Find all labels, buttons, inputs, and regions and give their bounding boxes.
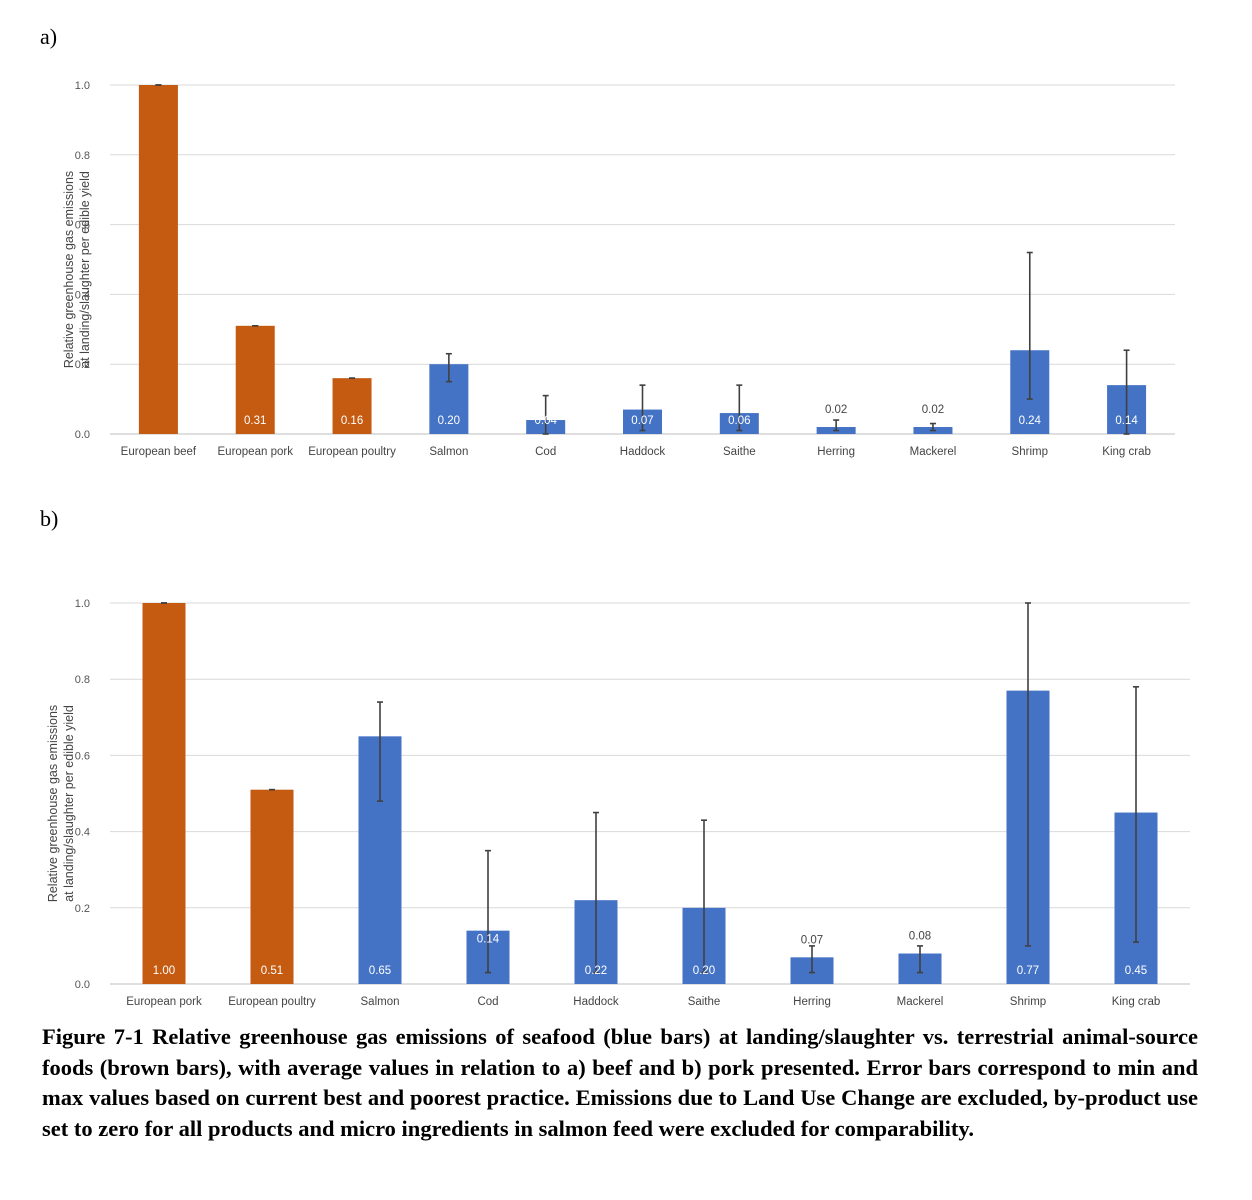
data-label: 0.20 bbox=[438, 415, 460, 427]
data-label: 0.06 bbox=[728, 415, 750, 427]
y-axis-title-line1: Relative greenhouse gas emissions bbox=[62, 171, 76, 368]
category-label: Haddock bbox=[620, 446, 666, 458]
y-tick-label: 0.2 bbox=[75, 903, 90, 915]
data-label: 0.24 bbox=[1019, 415, 1042, 427]
data-label: 0.16 bbox=[341, 415, 363, 427]
y-axis-title-line1: Relative greenhouse gas emissions bbox=[46, 705, 60, 902]
category-label: Salmon bbox=[361, 996, 400, 1008]
y-axis-title-line2: at landing/slaughter per edible yield bbox=[62, 705, 76, 902]
bar bbox=[142, 603, 186, 984]
category-label: Salmon bbox=[429, 446, 468, 458]
data-label: 0.51 bbox=[261, 965, 283, 977]
category-label: European pork bbox=[126, 996, 202, 1008]
y-tick-label: 0.6 bbox=[75, 750, 90, 762]
data-label: 0.02 bbox=[922, 404, 944, 416]
category-label: Saithe bbox=[688, 996, 721, 1008]
category-label: European beef bbox=[121, 446, 197, 458]
data-label: 0.02 bbox=[825, 404, 847, 416]
category-label: Cod bbox=[477, 996, 498, 1008]
category-label: Mackerel bbox=[910, 446, 957, 458]
y-tick-label: 0.8 bbox=[75, 150, 90, 162]
data-label: 0.14 bbox=[1115, 415, 1138, 427]
bar bbox=[235, 325, 275, 434]
data-label: 0.07 bbox=[801, 934, 823, 946]
panel-a-label: a) bbox=[40, 24, 58, 49]
panel-b-label: b) bbox=[40, 506, 59, 531]
category-label: European pork bbox=[218, 446, 294, 458]
y-axis-title-line2: at landing/slaughter per edible yield bbox=[78, 171, 92, 368]
y-tick-label: 1.0 bbox=[75, 80, 90, 92]
y-tick-label: 0.0 bbox=[75, 979, 90, 991]
data-label: 0.07 bbox=[631, 415, 653, 427]
data-label: 0.77 bbox=[1017, 965, 1039, 977]
chart-b: 0.0 0.2 0.4 0.6 0.8 1.0 Relative greenhouse ga… bbox=[46, 598, 1190, 1008]
y-tick-label: 1.0 bbox=[75, 598, 90, 610]
y-tick-label: 0.8 bbox=[75, 674, 90, 686]
bar bbox=[332, 378, 372, 434]
category-label: European poultry bbox=[228, 996, 316, 1008]
data-label: 0.65 bbox=[369, 965, 391, 977]
bar bbox=[138, 85, 178, 434]
data-label: 0.22 bbox=[585, 965, 607, 977]
bar bbox=[250, 789, 294, 984]
data-label: 0.08 bbox=[909, 931, 931, 943]
y-tick-label: 0.4 bbox=[75, 827, 90, 839]
category-label: Saithe bbox=[723, 446, 756, 458]
figure-caption: Figure 7-1 Relative greenhouse gas emiss… bbox=[42, 1024, 1198, 1141]
category-label: King crab bbox=[1112, 996, 1161, 1008]
category-label: Haddock bbox=[573, 996, 619, 1008]
category-label: European poultry bbox=[308, 446, 396, 458]
y-tick-label: 0.0 bbox=[75, 429, 90, 441]
data-label: 0.31 bbox=[244, 415, 266, 427]
category-label: King crab bbox=[1102, 446, 1151, 458]
data-label: 1.00 bbox=[153, 965, 175, 977]
chart-a: 0.0 0.2 0.4 0.6 0.8 1.0 Relative greenhouse ga… bbox=[62, 80, 1175, 458]
category-label: Herring bbox=[817, 446, 855, 458]
category-label: Shrimp bbox=[1012, 446, 1048, 458]
y-tick-label: 0.2 bbox=[75, 359, 90, 371]
category-label: Shrimp bbox=[1010, 996, 1046, 1008]
y-tick-label: 0.4 bbox=[75, 289, 90, 301]
data-label: 0.04 bbox=[534, 415, 557, 427]
category-label: Mackerel bbox=[897, 996, 944, 1008]
data-label: 0.45 bbox=[1125, 965, 1147, 977]
data-label: 0.20 bbox=[693, 965, 715, 977]
category-label: Herring bbox=[793, 996, 831, 1008]
data-label: 0.14 bbox=[477, 934, 500, 946]
y-tick-label: 0.6 bbox=[75, 220, 90, 232]
category-label: Cod bbox=[535, 446, 556, 458]
